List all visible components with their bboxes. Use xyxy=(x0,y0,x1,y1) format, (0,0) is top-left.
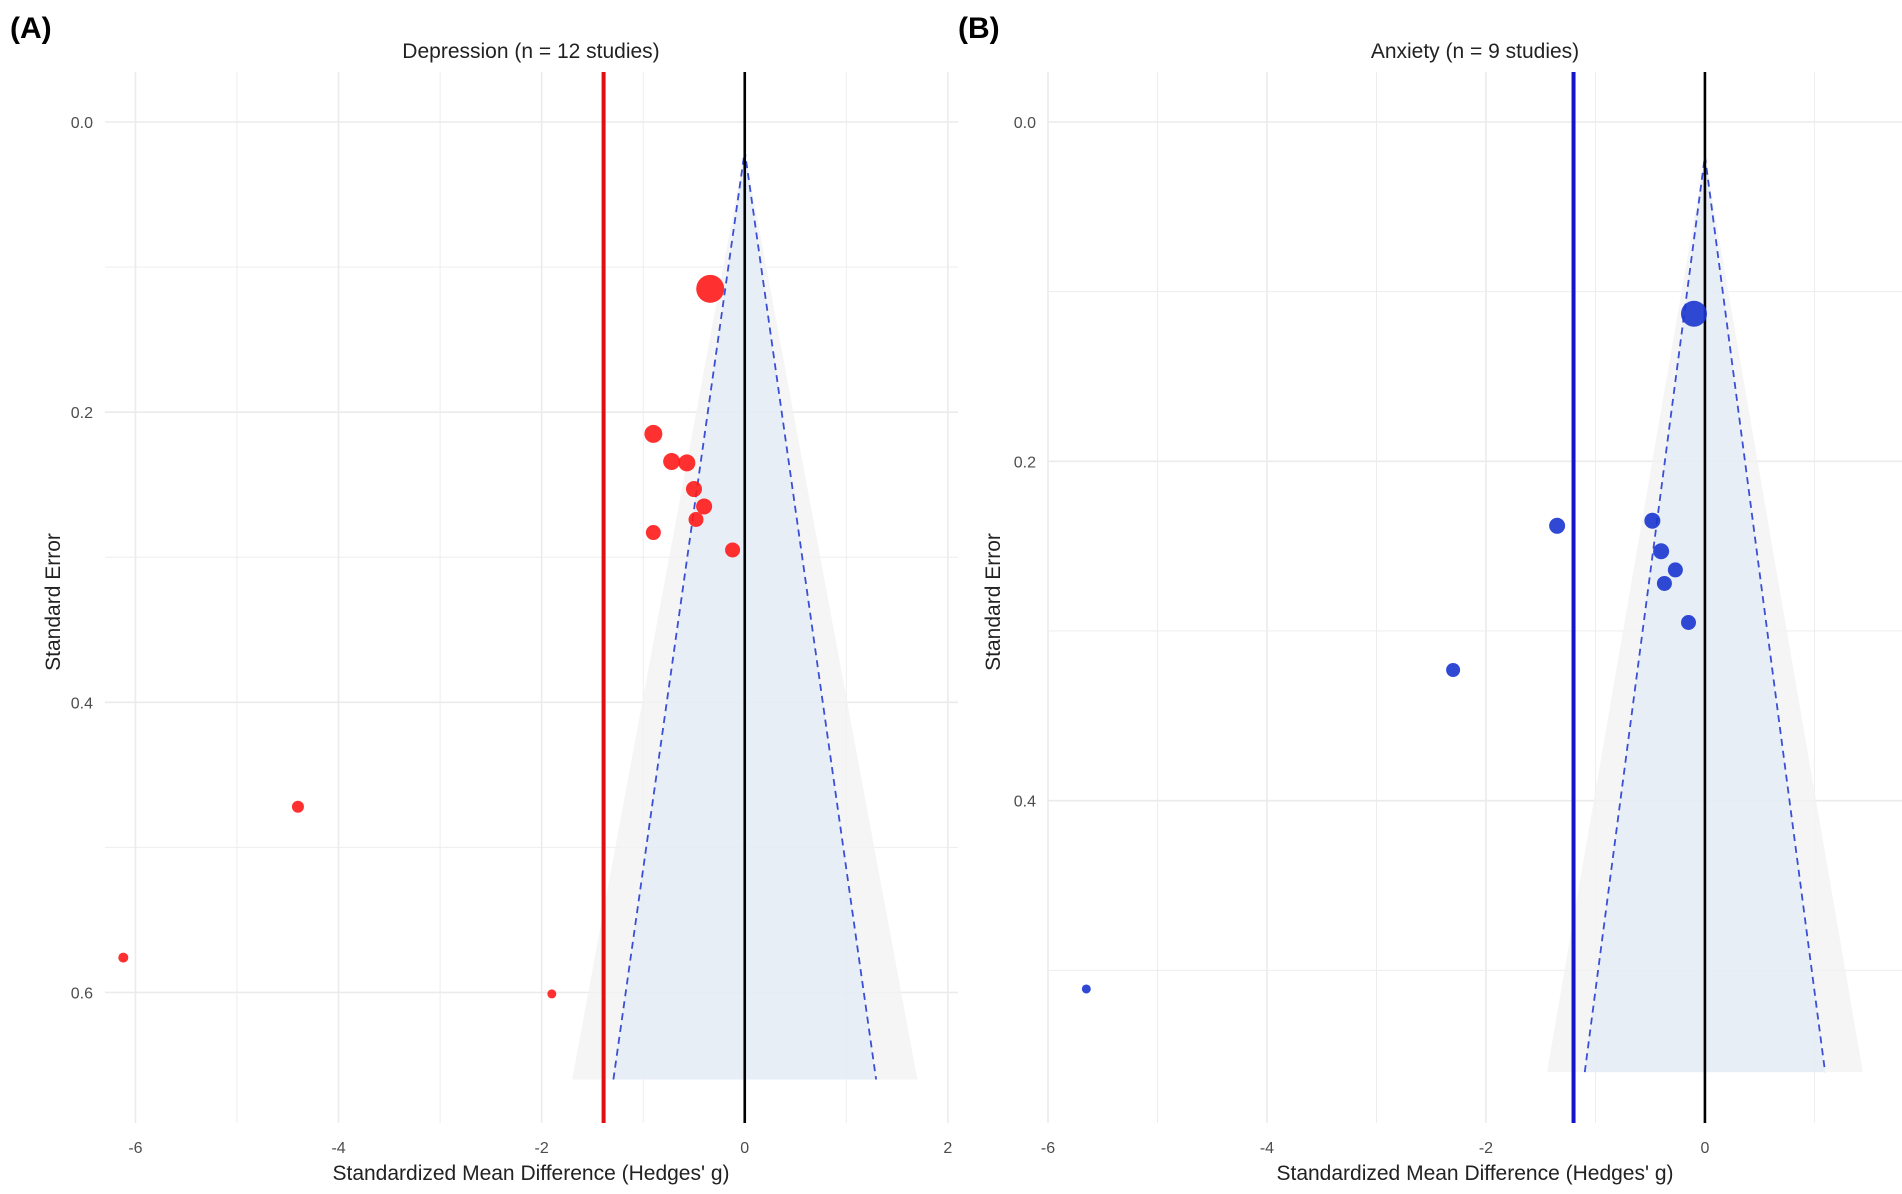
y-tick-label: 0.0 xyxy=(71,115,93,132)
study-point xyxy=(685,481,702,498)
x-tick-label: 2 xyxy=(943,1140,952,1157)
chart-title-depression: Depression (n = 12 studies) xyxy=(402,40,659,63)
plot-background xyxy=(105,72,958,1123)
x-axis-label-anxiety: Standardized Mean Difference (Hedges' g) xyxy=(1276,1162,1673,1185)
study-point xyxy=(688,511,704,527)
y-tick-label: 0.6 xyxy=(71,985,93,1002)
x-tick-label: -2 xyxy=(1479,1140,1493,1157)
panel-label-b: (B) xyxy=(958,12,1000,45)
x-tick-label: -4 xyxy=(331,1140,345,1157)
study-point xyxy=(1656,575,1672,591)
x-axis-label-depression: Standardized Mean Difference (Hedges' g) xyxy=(332,1162,729,1185)
study-point xyxy=(644,424,663,443)
chart-title-anxiety: Anxiety (n = 9 studies) xyxy=(1371,40,1579,63)
study-point xyxy=(1081,984,1091,994)
study-point xyxy=(1667,562,1683,578)
study-point xyxy=(547,989,557,999)
study-point xyxy=(118,952,129,963)
study-point xyxy=(696,498,713,515)
x-tick-label: 0 xyxy=(740,1140,749,1157)
y-tick-label: 0.4 xyxy=(71,695,93,712)
x-tick-label: -4 xyxy=(1260,1140,1274,1157)
y-tick-label: 0.2 xyxy=(71,405,93,422)
y-tick-label: 0.0 xyxy=(1014,115,1036,132)
y-tick-label: 0.2 xyxy=(1014,454,1036,471)
y-tick-label: 0.4 xyxy=(1014,794,1036,811)
study-point xyxy=(645,525,661,541)
x-tick-label: -6 xyxy=(128,1140,142,1157)
x-tick-label: -2 xyxy=(535,1140,549,1157)
study-point xyxy=(1644,512,1661,529)
plot-background xyxy=(1047,72,1902,1123)
study-point xyxy=(1680,300,1707,327)
study-point xyxy=(1653,543,1670,560)
x-tick-label: -6 xyxy=(1041,1140,1055,1157)
panel-depression: (A) Depression (n = 12 studies) Standard… xyxy=(10,12,958,1185)
study-point xyxy=(291,800,304,813)
panel-anxiety: (B) Anxiety (n = 9 studies) Standardized… xyxy=(958,12,1902,1185)
study-point xyxy=(678,454,696,472)
study-point xyxy=(663,452,681,470)
study-point xyxy=(1446,663,1461,678)
study-point xyxy=(1681,615,1696,630)
study-point xyxy=(725,542,741,558)
y-axis-label-anxiety: Standard Error xyxy=(982,533,1005,671)
y-axis-label-depression: Standard Error xyxy=(42,533,65,671)
x-tick-label: 0 xyxy=(1700,1140,1709,1157)
study-point xyxy=(1549,517,1566,534)
study-point xyxy=(696,274,725,303)
panel-label-a: (A) xyxy=(10,12,52,45)
